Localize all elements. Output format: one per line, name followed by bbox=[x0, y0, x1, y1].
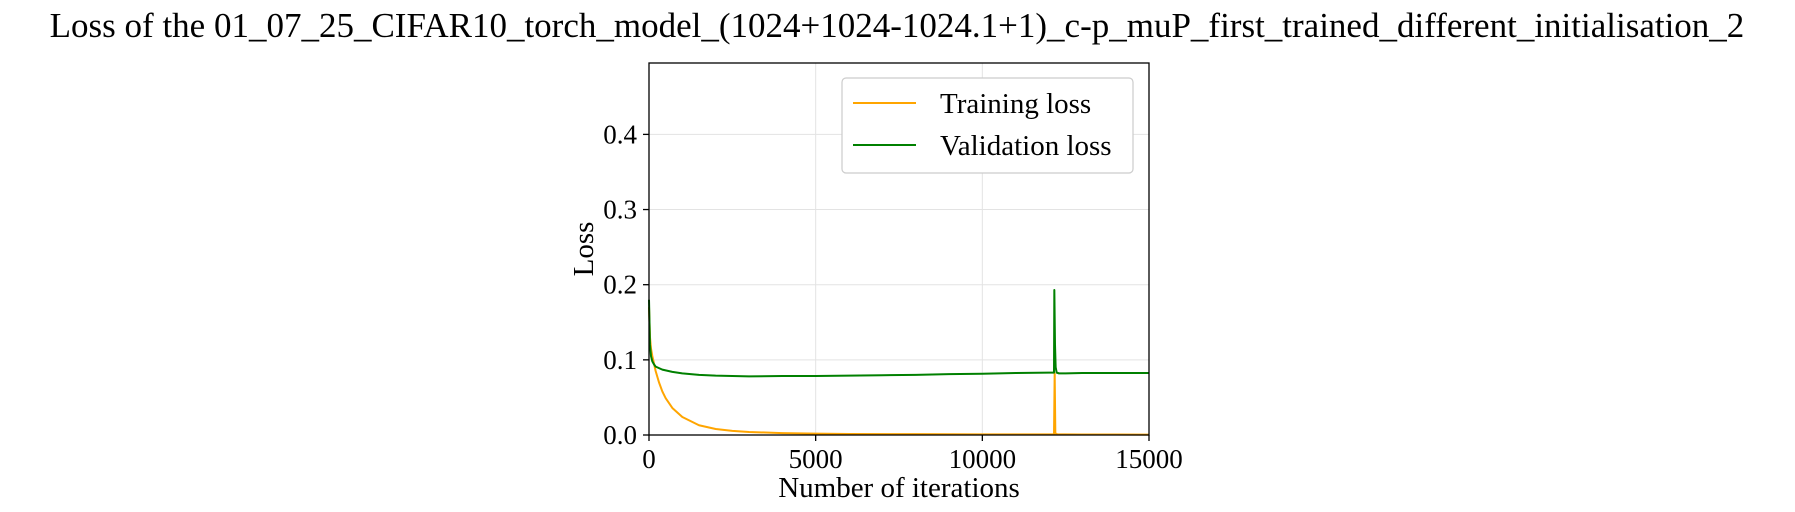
chart-title: Loss of the 01_07_25_CIFAR10_torch_model… bbox=[50, 6, 1745, 45]
y-tick-label: 0.3 bbox=[603, 195, 637, 225]
series-lines bbox=[648, 288, 1150, 436]
x-tick-label: 0 bbox=[642, 444, 656, 474]
y-tick-label: 0.0 bbox=[603, 420, 637, 450]
x-tick-label: 15000 bbox=[1115, 444, 1183, 474]
x-axis-label: Number of iterations bbox=[778, 472, 1020, 504]
series-line-training-loss bbox=[648, 307, 1150, 436]
x-axis-ticks: 0 5000 10000 15000 bbox=[642, 435, 1183, 474]
y-tick-label: 0.4 bbox=[603, 119, 637, 149]
series-line-validation-loss bbox=[648, 288, 1149, 378]
y-tick-label: 0.1 bbox=[603, 345, 637, 375]
legend-box bbox=[841, 77, 1134, 174]
x-tick-label: 10000 bbox=[949, 444, 1017, 474]
plot-area-frame bbox=[648, 62, 1150, 436]
legend-label-training-loss: Training loss bbox=[940, 88, 1091, 120]
y-tick-label: 0.2 bbox=[603, 270, 637, 300]
y-axis-label: Loss bbox=[568, 222, 600, 277]
x-tick-label: 5000 bbox=[789, 444, 843, 474]
legend-label-validation-loss: Validation loss bbox=[940, 130, 1112, 162]
y-axis-ticks: 0.0 0.1 0.2 0.3 0.4 bbox=[603, 119, 649, 450]
legend: Training loss Validation loss bbox=[841, 77, 1134, 174]
